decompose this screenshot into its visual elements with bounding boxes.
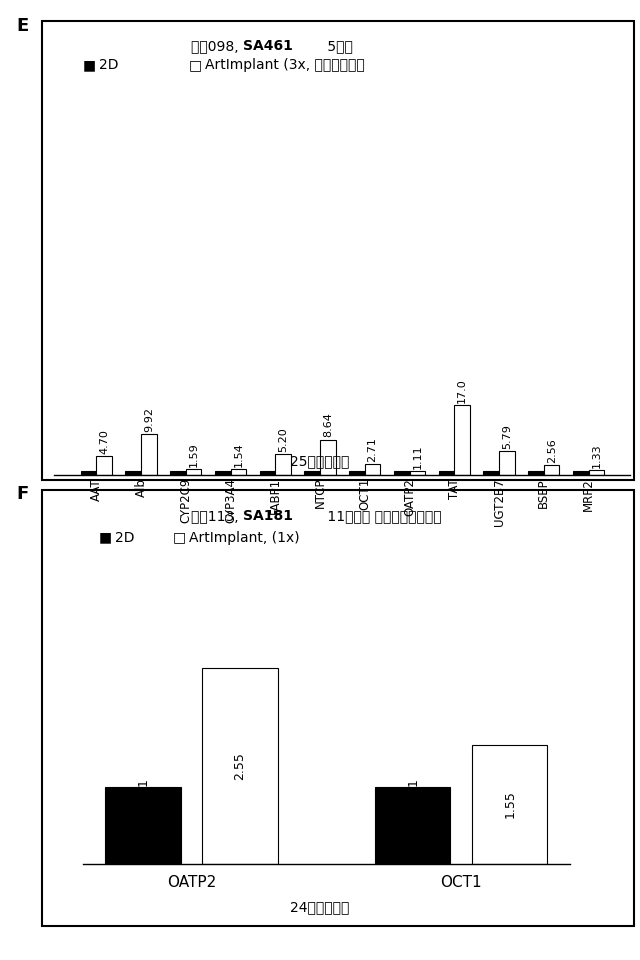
Bar	[544, 465, 559, 475]
Text: E: E	[16, 17, 28, 36]
Bar	[499, 451, 515, 475]
Bar	[202, 668, 278, 864]
Text: 1.33: 1.33	[591, 443, 602, 468]
Text: □: □	[189, 59, 202, 72]
Bar	[394, 471, 410, 475]
Text: 1.55: 1.55	[503, 790, 516, 819]
Text: 2.71: 2.71	[367, 437, 378, 462]
Text: 24日目に分析: 24日目に分析	[291, 900, 349, 914]
Text: 2D: 2D	[99, 59, 118, 72]
Bar	[96, 456, 112, 475]
Text: ArtImplant (3x, マトリゲル）: ArtImplant (3x, マトリゲル）	[205, 59, 365, 72]
Text: 1.11: 1.11	[412, 444, 422, 468]
Bar	[125, 471, 141, 475]
Text: 8.64: 8.64	[323, 413, 333, 438]
Bar	[438, 471, 454, 475]
Text: 1.59: 1.59	[189, 442, 198, 467]
Bar	[454, 405, 470, 475]
Bar	[106, 787, 181, 864]
Text: □: □	[173, 531, 186, 544]
Text: 5.79: 5.79	[502, 424, 512, 449]
Text: 4.70: 4.70	[99, 429, 109, 454]
Bar	[305, 471, 320, 475]
Text: SA181: SA181	[243, 510, 293, 523]
Text: ArtImplant, (1x): ArtImplant, (1x)	[189, 531, 300, 544]
Bar	[589, 469, 604, 475]
Bar	[349, 471, 365, 475]
Bar	[230, 468, 246, 475]
Text: 実驌098,: 実驌098,	[191, 39, 243, 53]
Text: 5日目: 5日目	[323, 39, 353, 53]
Bar	[528, 471, 544, 475]
Bar	[472, 745, 547, 864]
Text: 1.54: 1.54	[234, 442, 243, 467]
Text: 25日目に分析: 25日目に分析	[291, 454, 349, 468]
Text: 2.56: 2.56	[547, 438, 557, 463]
Text: 実驌113,: 実驌113,	[191, 510, 243, 523]
Text: ■: ■	[83, 59, 97, 72]
Bar	[375, 787, 451, 864]
Bar	[320, 440, 336, 475]
Text: 1: 1	[136, 778, 150, 785]
Text: ■: ■	[99, 531, 113, 544]
Bar	[260, 471, 275, 475]
Bar	[141, 434, 157, 475]
Bar	[573, 471, 589, 475]
Text: 11日目， コーティング無し: 11日目， コーティング無し	[323, 510, 442, 523]
Bar	[215, 471, 230, 475]
Bar	[170, 471, 186, 475]
Text: 5.20: 5.20	[278, 427, 288, 451]
Bar	[81, 471, 96, 475]
Text: 9.92: 9.92	[144, 407, 154, 432]
Text: 2D: 2D	[115, 531, 134, 544]
Text: 1: 1	[406, 778, 419, 785]
Text: 17.0: 17.0	[457, 378, 467, 403]
Text: F: F	[16, 485, 28, 503]
Bar	[365, 464, 380, 475]
Text: SA461: SA461	[243, 39, 293, 53]
Bar	[410, 470, 425, 475]
Bar	[186, 468, 202, 475]
Bar	[275, 454, 291, 475]
Bar	[483, 471, 499, 475]
Text: 2.55: 2.55	[234, 752, 246, 780]
